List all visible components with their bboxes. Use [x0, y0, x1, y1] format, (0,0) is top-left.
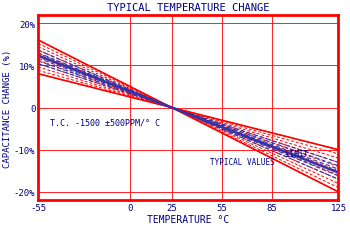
Title: TYPICAL TEMPERATURE CHANGE: TYPICAL TEMPERATURE CHANGE	[107, 3, 270, 13]
Text: T.C. -1500 ±500PPM/° C: T.C. -1500 ±500PPM/° C	[50, 118, 160, 127]
Y-axis label: CAPACITANCE CHANGE (%): CAPACITANCE CHANGE (%)	[4, 49, 13, 167]
Text: LIMIT: LIMIT	[285, 149, 308, 158]
X-axis label: TEMPERATURE °C: TEMPERATURE °C	[147, 214, 230, 224]
Text: TYPICAL VALUES: TYPICAL VALUES	[210, 158, 275, 167]
